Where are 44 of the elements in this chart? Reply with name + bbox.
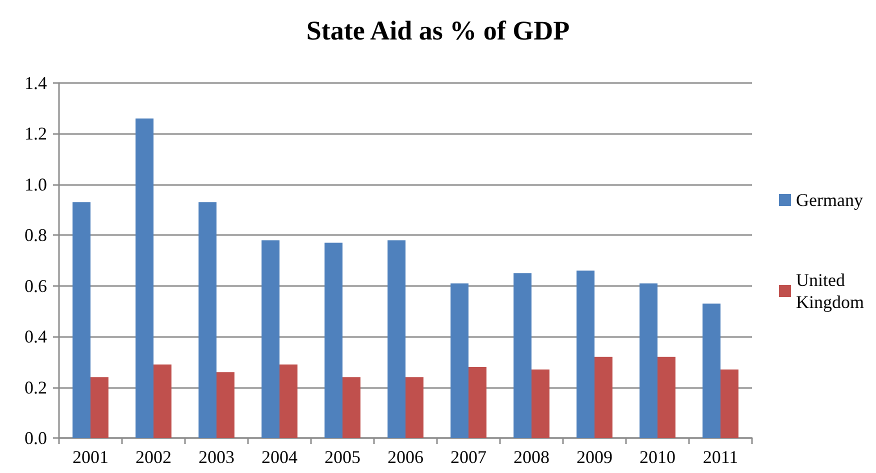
bar <box>136 118 154 438</box>
x-tick-label: 2006 <box>388 447 424 467</box>
bar <box>720 370 738 438</box>
bar <box>640 283 658 438</box>
x-tick-label: 2005 <box>324 447 360 467</box>
x-tick-label: 2008 <box>514 447 550 467</box>
bar <box>388 240 406 438</box>
legend-label: United Kingdom <box>796 270 864 312</box>
x-tick-label: 2009 <box>576 447 612 467</box>
y-tick-label: 1.0 <box>24 174 47 194</box>
y-tick-label: 0.6 <box>24 276 47 296</box>
bar <box>702 304 720 438</box>
x-tick-label: 2001 <box>72 447 108 467</box>
bar <box>594 356 612 438</box>
bar <box>216 372 234 438</box>
y-tick-label: 1.2 <box>24 124 47 144</box>
chart-title: State Aid as % of GDP <box>306 16 570 46</box>
y-tick-label: 0.2 <box>24 377 47 398</box>
y-tick-label: 0.8 <box>24 225 47 246</box>
bar <box>280 364 298 438</box>
bar <box>514 273 532 438</box>
x-tick-label: 2010 <box>640 447 676 467</box>
bar <box>262 240 280 438</box>
x-tick-label: 2011 <box>702 447 738 467</box>
bar <box>406 377 424 438</box>
y-tick-label: 1.4 <box>24 73 47 93</box>
x-tick-label: 2003 <box>198 447 234 467</box>
bar <box>532 370 550 438</box>
y-tick-label: 0.0 <box>24 428 47 448</box>
bar <box>154 364 172 438</box>
y-tick-label: 0.4 <box>24 326 47 347</box>
legend-label: Germany <box>796 190 863 210</box>
bar <box>450 283 468 438</box>
bar <box>468 367 486 438</box>
bar <box>342 377 360 438</box>
bar <box>198 202 216 438</box>
x-tick-label: 2004 <box>262 447 298 467</box>
bar <box>90 377 108 438</box>
x-tick-label: 2007 <box>450 447 486 467</box>
x-tick-label: 2002 <box>136 447 172 467</box>
bar <box>576 270 594 438</box>
bar <box>658 356 676 438</box>
bar <box>324 242 342 438</box>
bar <box>72 202 90 438</box>
